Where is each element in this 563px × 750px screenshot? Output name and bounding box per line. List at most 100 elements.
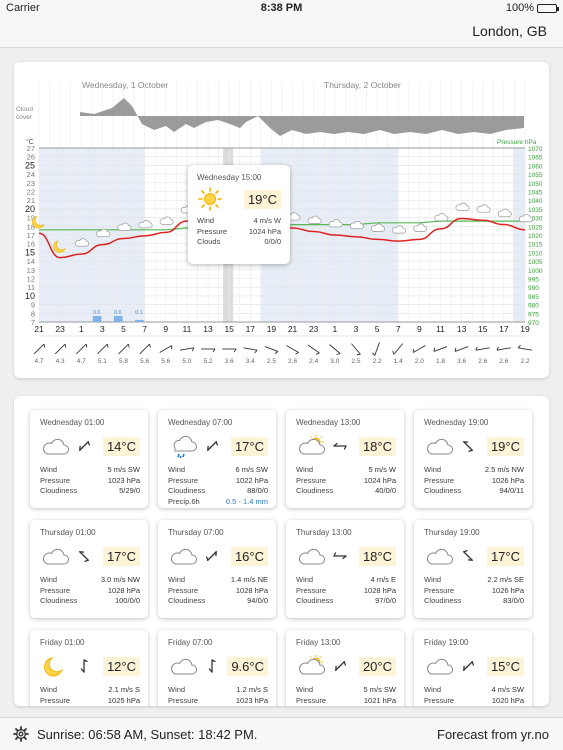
forecast-temp: 17°C xyxy=(230,436,268,456)
wind-arrow-icon xyxy=(351,343,361,356)
wind-arrow-icon xyxy=(97,343,109,355)
wind-arrow-icon xyxy=(139,343,151,355)
pressure-tick: 1015 xyxy=(528,242,543,249)
pressure-axis-title: Pressure hPa xyxy=(497,139,537,146)
temp-tick: 24 xyxy=(27,170,35,179)
forecast-card[interactable]: Thursday 13:00 18°C Wind 4 m/s E Pressure 102… xyxy=(286,520,404,618)
wind-speed-label: 2.2 xyxy=(520,358,529,365)
pressure-tick: 970 xyxy=(528,320,539,327)
hour-label: 21 xyxy=(288,324,298,334)
status-bar: Carrier 8:38 PM 100% xyxy=(0,0,563,16)
pressure-row: Pressure 1021 hPa xyxy=(296,695,396,705)
forecast-temp: 12°C xyxy=(102,656,140,676)
cloud-icon xyxy=(518,213,533,223)
gear-icon[interactable] xyxy=(13,726,29,742)
forecast-time: Wednesday 19:00 xyxy=(424,418,489,427)
pressure-row: Pressure 1022 hPa xyxy=(168,475,268,485)
forecast-card[interactable]: Friday 07:00 9.6°C Wind 1.2 m/s S Pressure 10… xyxy=(158,630,276,706)
forecast-card[interactable]: Thursday 07:00 16°C Wind 1.4 m/s NE Pressure… xyxy=(158,520,276,618)
cloud-cover-label: cover xyxy=(16,114,33,121)
cloud-icon xyxy=(427,438,453,455)
rain-cloud-icon xyxy=(173,435,197,458)
forecast-panel[interactable]: Wednesday 01:00 14°C Wind 5 m/s SW Pressure 1… xyxy=(14,396,549,706)
cloudiness-row: Cloudiness 94/0/0 xyxy=(168,596,268,605)
wind-row: Wind 2.5 m/s NW xyxy=(424,465,524,474)
cloud-icon xyxy=(43,548,69,565)
wind-arrow-icon xyxy=(475,346,490,351)
temp-tick: 23 xyxy=(27,179,35,188)
wind-row: Wind 5 m/s SW xyxy=(40,465,140,474)
wind-speed-label: 3.0 xyxy=(330,358,339,365)
forecast-temp: 18°C xyxy=(358,546,396,566)
wind-arrow-icon xyxy=(243,347,258,354)
forecast-card[interactable]: Friday 01:00 12°C Wind 2.1 m/s S Pressure 102… xyxy=(30,630,148,706)
wind-speed-label: 3.4 xyxy=(246,358,255,365)
forecast-card[interactable]: Friday 19:00 15°C Wind 4 m/s SW Pressure 1020… xyxy=(414,630,532,706)
wind-arrow-icon xyxy=(463,550,473,561)
forecast-time: Friday 13:00 xyxy=(296,638,341,647)
pressure-tick: 1005 xyxy=(528,259,543,266)
forecast-source-link[interactable]: Forecast from yr.no xyxy=(437,727,549,742)
forecast-time: Thursday 01:00 xyxy=(40,528,96,537)
precip-label: 0.6 xyxy=(93,310,101,316)
forecast-card[interactable]: Thursday 19:00 17°C Wind 2.2 m/s SE Pressure… xyxy=(414,520,532,618)
cloud-icon xyxy=(455,202,470,211)
popup-row: Pressure 1024 hPa xyxy=(197,226,281,236)
pressure-row: Pressure 1026 hPa xyxy=(424,475,524,485)
pressure-row: Pressure 1026 hPa xyxy=(424,585,524,595)
wind-speed-label: 2.4 xyxy=(309,358,318,365)
forecast-time: Thursday 07:00 xyxy=(168,528,224,537)
hour-label: 21 xyxy=(34,324,44,334)
cloudiness-row: Cloudiness 88/0/0 xyxy=(168,486,268,495)
precip-row: Precip.6h 0.5 - 1.4 mm xyxy=(168,496,268,506)
pressure-row: Pressure 1028 hPa xyxy=(296,585,396,595)
precip-label: 0.6 xyxy=(114,310,122,316)
pressure-row: Pressure 1028 hPa xyxy=(168,585,268,595)
wind-speed-label: 4.7 xyxy=(77,358,86,365)
hour-label: 7 xyxy=(142,324,147,334)
forecast-card[interactable]: Friday 13:00 20°C Wind 5 m/s SW Pressure 1021… xyxy=(286,630,404,706)
forecast-card[interactable]: Wednesday 13:00 18°C Wind 5 m/s W Pressure 10… xyxy=(286,410,404,508)
pressure-row: Pressure 1028 hPa xyxy=(40,585,140,595)
wind-arrow-icon xyxy=(372,342,380,356)
temp-tick: 26 xyxy=(27,153,35,162)
cloudiness-row: Cloudiness 5/29/0 xyxy=(40,486,140,495)
pressure-tick: 975 xyxy=(528,311,539,318)
forecast-time: Wednesday 13:00 xyxy=(296,418,361,427)
sun-cloud-icon xyxy=(299,435,325,455)
hour-label: 19 xyxy=(520,324,530,334)
hour-label: 17 xyxy=(246,324,256,334)
cloud-cover-label: Cloud xyxy=(16,106,33,113)
forecast-time: Friday 01:00 xyxy=(40,638,85,647)
temp-tick: 16 xyxy=(27,240,35,249)
forecast-card[interactable]: Wednesday 01:00 14°C Wind 5 m/s SW Pressure 1… xyxy=(30,410,148,508)
pressure-tick: 1050 xyxy=(528,181,543,188)
moon-icon xyxy=(44,657,64,677)
wind-row: Wind 4 m/s E xyxy=(296,575,396,584)
hour-label: 7 xyxy=(396,324,401,334)
hour-label: 23 xyxy=(309,324,319,334)
temp-tick: 13 xyxy=(27,266,35,275)
wind-speed-label: 2.2 xyxy=(373,358,382,365)
pressure-tick: 1060 xyxy=(528,163,543,170)
forecast-time: Thursday 19:00 xyxy=(424,528,480,537)
popup-row: Clouds 0/0/0 xyxy=(197,237,281,246)
wind-row: Wind 2.2 m/s SE xyxy=(424,575,524,584)
forecast-card[interactable]: Wednesday 07:00 17°C Wind 6 m/s SW Pressure 1… xyxy=(158,410,276,508)
wind-arrow-icon xyxy=(329,344,341,355)
precip-label: 0.1 xyxy=(135,310,143,316)
forecast-temp: 17°C xyxy=(102,546,140,566)
temp-axis-unit: °C xyxy=(26,138,34,146)
popup-title: Wednesday 15:00 xyxy=(197,173,262,182)
pressure-tick: 995 xyxy=(528,277,539,284)
wind-arrow-icon xyxy=(454,346,469,352)
cloud-icon xyxy=(434,213,449,222)
wind-speed-label: 2.5 xyxy=(267,358,276,365)
wind-speed-label: 2.6 xyxy=(478,358,487,365)
location-title[interactable]: London, GB xyxy=(472,23,547,39)
forecast-temp: 18°C xyxy=(358,436,396,456)
forecast-card[interactable]: Thursday 01:00 17°C Wind 3.0 m/s NW Pressure… xyxy=(30,520,148,618)
wind-speed-label: 5.0 xyxy=(182,358,191,365)
forecast-card[interactable]: Wednesday 19:00 19°C Wind 2.5 m/s NW Pressur… xyxy=(414,410,532,508)
hour-label: 11 xyxy=(182,324,191,334)
